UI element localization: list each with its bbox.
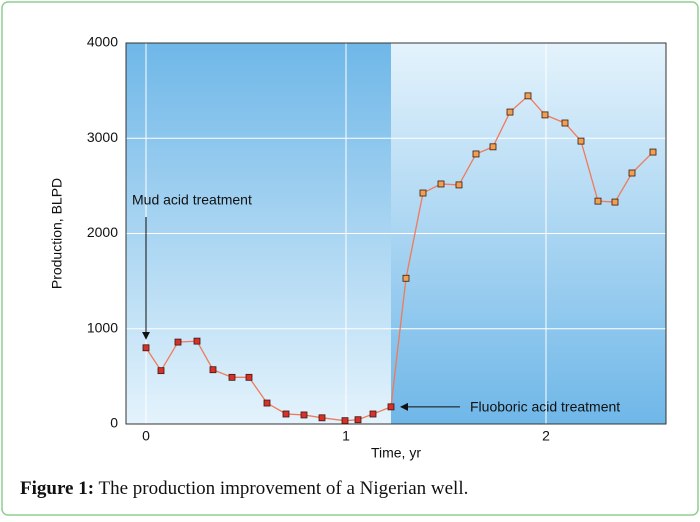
annotation: Mud acid treatment (132, 192, 252, 208)
point (489, 143, 497, 151)
point (524, 92, 532, 100)
point (193, 337, 201, 345)
x-tick-label: 0 (142, 428, 150, 444)
x-tick-label: 2 (542, 428, 550, 444)
y-tick-label: 1000 (87, 319, 118, 335)
point (611, 198, 619, 206)
plot-border (125, 42, 667, 425)
point (628, 169, 636, 177)
point (369, 410, 377, 418)
point (506, 108, 514, 116)
point (341, 417, 349, 425)
point (577, 137, 585, 145)
y-tick-label: 2000 (87, 224, 118, 240)
point (402, 274, 410, 282)
point (209, 366, 217, 374)
point (263, 399, 271, 407)
point (594, 197, 602, 205)
caption-text: The production improvement of a Nigerian… (98, 478, 468, 499)
point (387, 403, 395, 411)
point (318, 414, 326, 422)
y-axis-label: Production, BLPD (49, 178, 65, 289)
point (157, 367, 165, 375)
point (245, 373, 253, 381)
caption: Figure 1: The production improvement of … (20, 478, 468, 499)
y-tick-label: 0 (110, 415, 118, 431)
series-connector (390, 278, 407, 407)
x-tick-label: 1 (342, 428, 350, 444)
y-tick-label: 4000 (87, 34, 118, 50)
point (174, 338, 182, 346)
caption-label: Figure 1: (20, 478, 94, 499)
point (354, 416, 362, 424)
x-axis-label: Time, yr (371, 445, 421, 461)
point (561, 119, 569, 127)
point (419, 189, 427, 197)
point (472, 150, 480, 158)
y-tick-label: 3000 (87, 129, 118, 145)
point (541, 111, 549, 119)
point (228, 373, 236, 381)
plot: 0 1000 2000 3000 4000 0 1 2 Time, yr Production, … (49, 34, 667, 461)
point (282, 410, 290, 418)
point (142, 344, 150, 352)
point (437, 180, 445, 188)
point (455, 181, 463, 189)
annotation: Fluoboric acid treatment (470, 399, 620, 415)
point (649, 148, 657, 156)
point (300, 411, 308, 419)
